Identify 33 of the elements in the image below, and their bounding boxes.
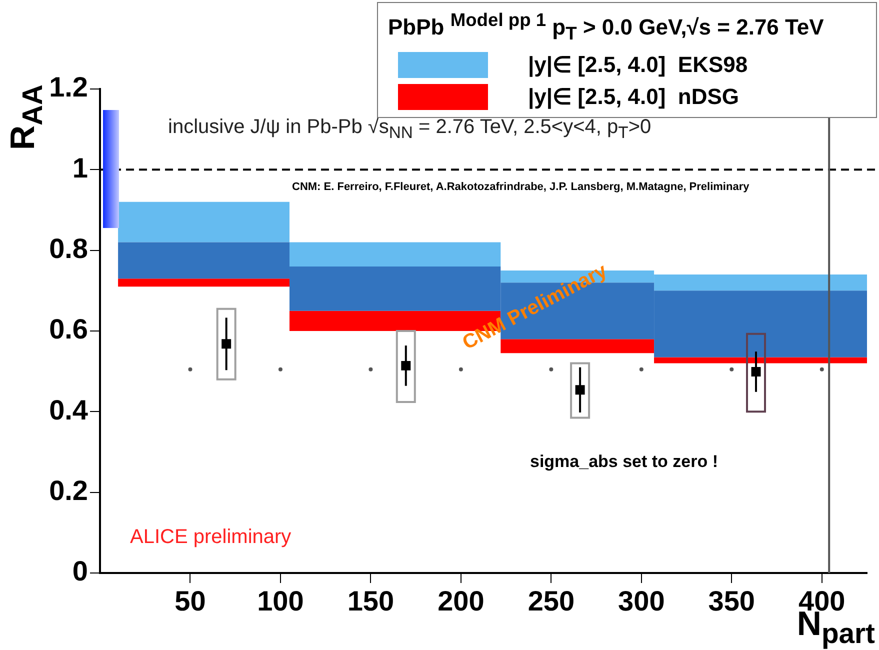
annotation: ALICE preliminary [130, 526, 292, 549]
x-tick-label: 350 [708, 586, 756, 617]
bar [570, 362, 590, 419]
legend-title: PbPb $^{Model pp 1}$ p$_{T}$ > 0.0 GeV,√s = 2.76 TeV [388, 9, 825, 45]
annotation: inclusive J/ψ in Pb-Pb √s$_{NN}$ = 2.76 TeV, 2.5<y<4, p$_{T}$>0 [168, 116, 652, 143]
point [368, 367, 373, 372]
point [549, 367, 554, 372]
point [458, 367, 463, 372]
x-tick-label: 250 [528, 586, 575, 617]
x-tick-label: 300 [618, 586, 665, 617]
point [278, 367, 282, 372]
point [820, 367, 824, 372]
legend-label: |y|∈ [2.5, 4.0] EKS98 [528, 52, 748, 78]
x-tick-label: 50 [174, 586, 206, 617]
point [639, 367, 644, 372]
x-tick-label: 200 [438, 586, 484, 617]
bar [216, 308, 236, 380]
y-tick-label: 0.4 [49, 394, 88, 426]
y-tick-label: 0.2 [49, 475, 88, 506]
bar [746, 332, 766, 413]
y-tick-label: 0.6 [49, 314, 88, 345]
bar [396, 330, 416, 403]
point [730, 367, 734, 372]
point [188, 367, 192, 372]
annotation: CNM: E. Ferreiro, F.Fleuret, A.Rakotozafrindrabe, J.P. Lansberg, M.Matagne, Preliminary [292, 181, 750, 193]
annotation: sigma_abs set to zero ! [530, 452, 718, 472]
x-tick-label: 100 [257, 586, 304, 617]
y-tick-label: 1.2 [49, 72, 88, 103]
y-tick-label: 1 [72, 152, 88, 184]
y-tick-label: 0.8 [49, 233, 88, 264]
legend-label: |y|∈ [2.5, 4.0] nDSG [528, 84, 740, 110]
x-tick-label: 150 [347, 586, 394, 617]
y-tick-label: 0 [72, 556, 88, 587]
